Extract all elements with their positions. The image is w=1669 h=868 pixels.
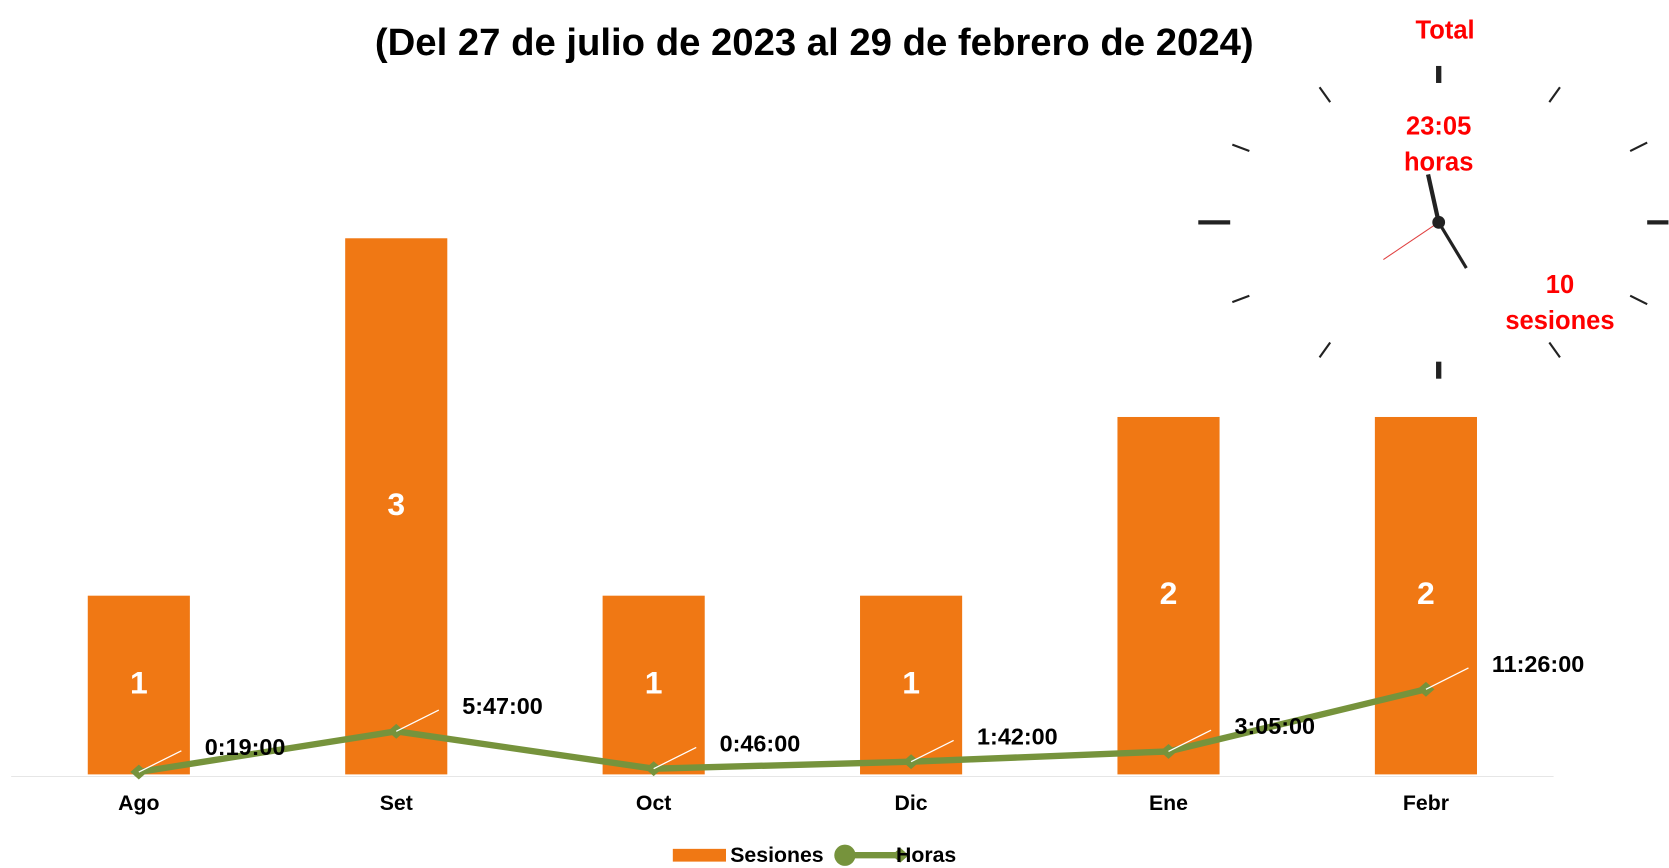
bar [1117, 416, 1220, 775]
line-marker [130, 764, 148, 780]
line-marker [645, 761, 663, 777]
line-value-label: 0:46:00 [720, 730, 801, 756]
bar-value-label: 1 [902, 664, 920, 700]
line-value-label: 5:47:00 [462, 693, 543, 719]
chart-title: (Del 27 de julio de 2023 al 29 de febrer… [375, 21, 1254, 64]
clock [1198, 65, 1669, 379]
x-tick-label: Set [380, 791, 413, 815]
bar-value-label: 2 [1417, 575, 1435, 611]
bar-value-label: 2 [1160, 575, 1178, 611]
line-value-label: 0:19:00 [205, 734, 286, 760]
leader-line [910, 739, 954, 763]
bar-value-label: 3 [387, 486, 405, 522]
x-tick-label: Ago [118, 791, 159, 815]
x-tick-label: Dic [895, 791, 928, 815]
line-value-label: 1:42:00 [977, 724, 1058, 750]
annotation: sesiones [1505, 307, 1614, 335]
legend-swatch [672, 848, 726, 862]
line-value-label: 3:05:00 [1234, 713, 1315, 739]
annotation: 23:05 [1406, 112, 1471, 140]
annotation: Total [1416, 17, 1475, 45]
x-tick-label: Febr [1403, 791, 1449, 815]
line [138, 686, 1427, 776]
legend-label: Horas [896, 843, 956, 867]
bar [345, 238, 448, 775]
bar [1374, 416, 1477, 775]
legend-swatch [834, 844, 856, 866]
x-tick-label: Ene [1149, 791, 1188, 815]
leader-line [653, 746, 697, 770]
bar-value-label: 1 [130, 664, 148, 700]
leader-line [138, 750, 182, 773]
annotation: horas [1404, 149, 1473, 177]
annotation: 10 [1546, 271, 1574, 299]
legend-label: Sesiones [730, 843, 823, 867]
line-value-label: 11:26:00 [1492, 651, 1584, 677]
bar-value-label: 1 [645, 664, 663, 700]
bar [87, 595, 190, 775]
leader-line [1425, 667, 1469, 690]
leader-line [1168, 729, 1212, 753]
leader-line [395, 709, 440, 732]
bar [602, 595, 705, 775]
x-tick-label: Oct [636, 791, 671, 815]
